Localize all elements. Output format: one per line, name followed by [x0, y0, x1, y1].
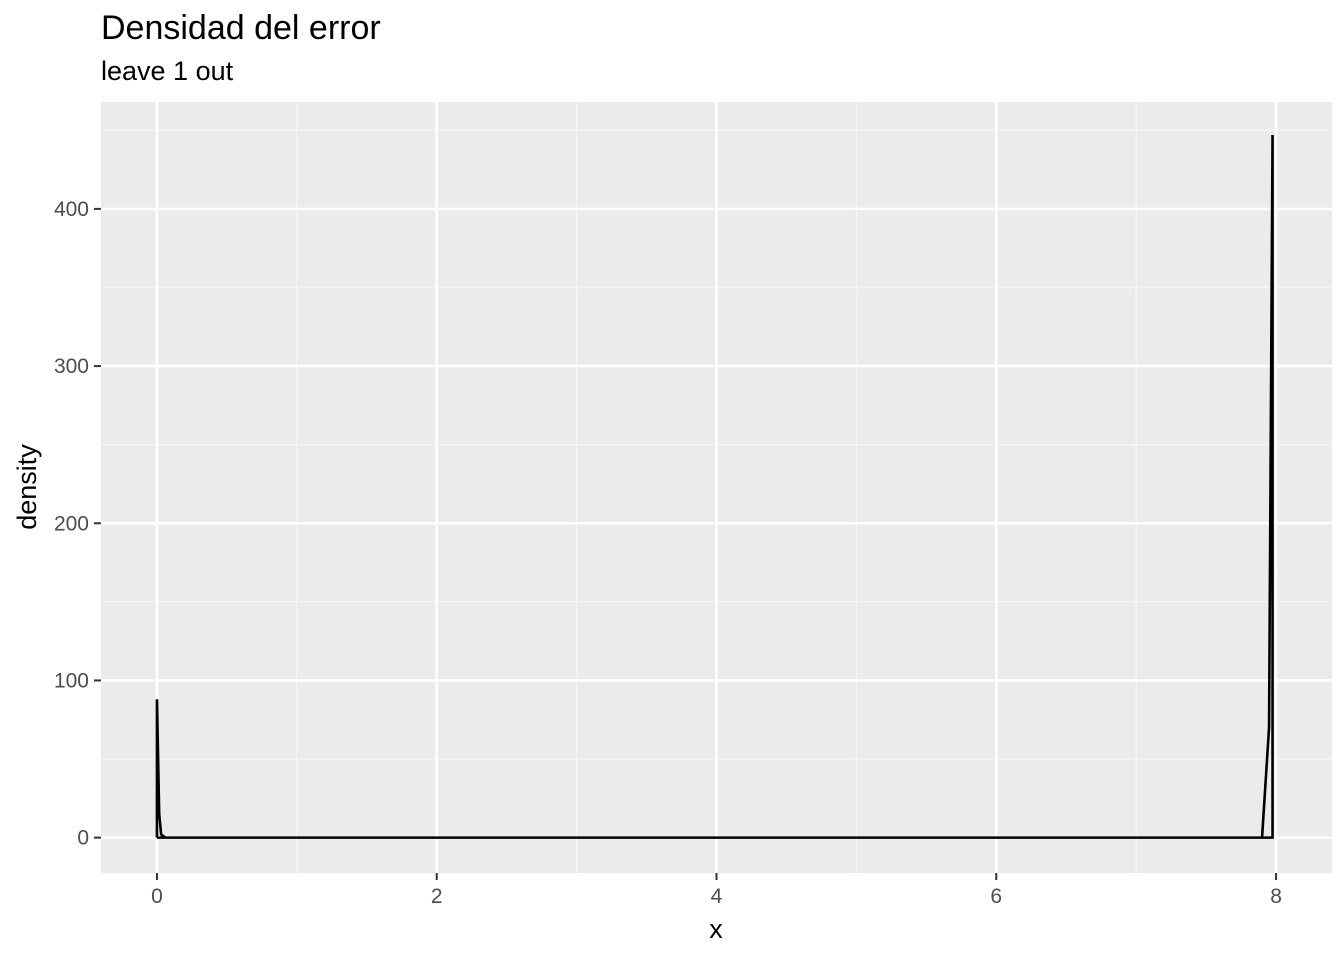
y-tick-label: 400 [54, 198, 89, 221]
chart-title: Densidad del error [101, 9, 381, 47]
x-axis: 0 2 4 6 8 [151, 873, 1282, 908]
y-axis: 0 100 200 300 400 [54, 198, 101, 850]
chart-subtitle: leave 1 out [101, 56, 234, 86]
y-tick-label: 200 [54, 512, 89, 535]
y-tick-label: 100 [54, 669, 89, 692]
x-tick-label: 2 [431, 885, 443, 908]
x-tick-label: 6 [990, 885, 1002, 908]
y-axis-title: density [12, 444, 42, 530]
x-axis-title: x [709, 914, 723, 944]
x-tick-label: 4 [711, 885, 723, 908]
y-tick-label: 0 [77, 827, 89, 850]
density-line [155, 135, 1274, 839]
x-tick-label: 0 [151, 885, 163, 908]
density-line-layer [155, 135, 1274, 839]
y-tick-label: 300 [54, 355, 89, 378]
x-tick-label: 8 [1270, 885, 1282, 908]
